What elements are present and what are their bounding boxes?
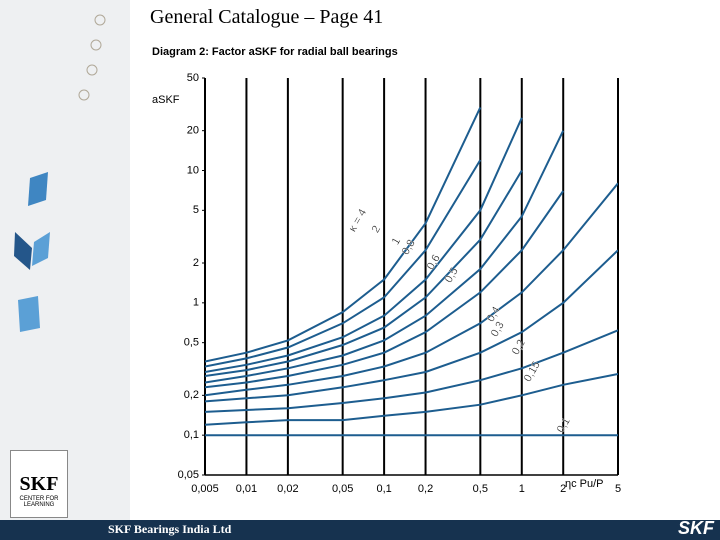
y-tick-label: 5 <box>193 204 199 216</box>
curve <box>205 117 523 373</box>
y-tick-label: 0,1 <box>184 429 199 441</box>
y-tick-label: 0,2 <box>184 389 199 401</box>
footer-text: SKF Bearings India Ltd <box>108 522 232 536</box>
y-tick-label: 10 <box>187 164 199 176</box>
left-logo-brand: SKF <box>19 473 59 495</box>
left-logo: SKF CENTER FOR LEARNING <box>10 450 68 518</box>
curve <box>205 159 482 368</box>
curve <box>205 182 618 397</box>
chart-title: Diagram 2: Factor aSKF for radial ball b… <box>152 46 398 58</box>
curve <box>205 329 618 413</box>
x-tick-label: 0,1 <box>376 483 391 495</box>
y-axis-label: aSKF <box>152 94 180 106</box>
curve-label: 1 <box>390 236 403 247</box>
sidebar-deco <box>14 14 106 332</box>
sidebar <box>0 0 130 520</box>
y-tick-label: 2 <box>193 257 199 269</box>
footer-bar <box>0 520 720 540</box>
x-axis-label: ηc Pu/P <box>565 478 604 490</box>
curve <box>205 130 565 384</box>
x-tick-label: 0,005 <box>191 483 219 495</box>
y-tick-label: 0,5 <box>184 337 199 349</box>
x-tick-label: 5 <box>615 483 621 495</box>
curve <box>205 373 618 426</box>
x-tick-label: 0,02 <box>277 483 298 495</box>
curve <box>205 106 482 363</box>
x-tick-label: 0,2 <box>418 483 433 495</box>
left-logo-caption: CENTER FOR LEARNING <box>19 496 59 508</box>
y-tick-label: 20 <box>187 125 199 137</box>
curve <box>205 169 523 377</box>
curve <box>205 249 618 403</box>
x-tick-label: 1 <box>519 483 525 495</box>
x-tick-label: 2 <box>560 483 566 495</box>
curve-label: 2 <box>370 224 383 235</box>
x-tick-label: 0,05 <box>332 483 353 495</box>
curve <box>205 190 565 389</box>
x-tick-label: 0,01 <box>236 483 257 495</box>
right-logo: SKF <box>678 518 714 538</box>
slide-title: General Catalogue – Page 41 <box>150 6 384 28</box>
y-tick-label: 50 <box>187 72 199 84</box>
x-tick-label: 0,5 <box>473 483 488 495</box>
chart: Diagram 2: Factor aSKF for radial ball b… <box>130 36 720 520</box>
y-tick-label: 1 <box>193 297 199 309</box>
y-tick-label: 0,05 <box>178 469 199 481</box>
